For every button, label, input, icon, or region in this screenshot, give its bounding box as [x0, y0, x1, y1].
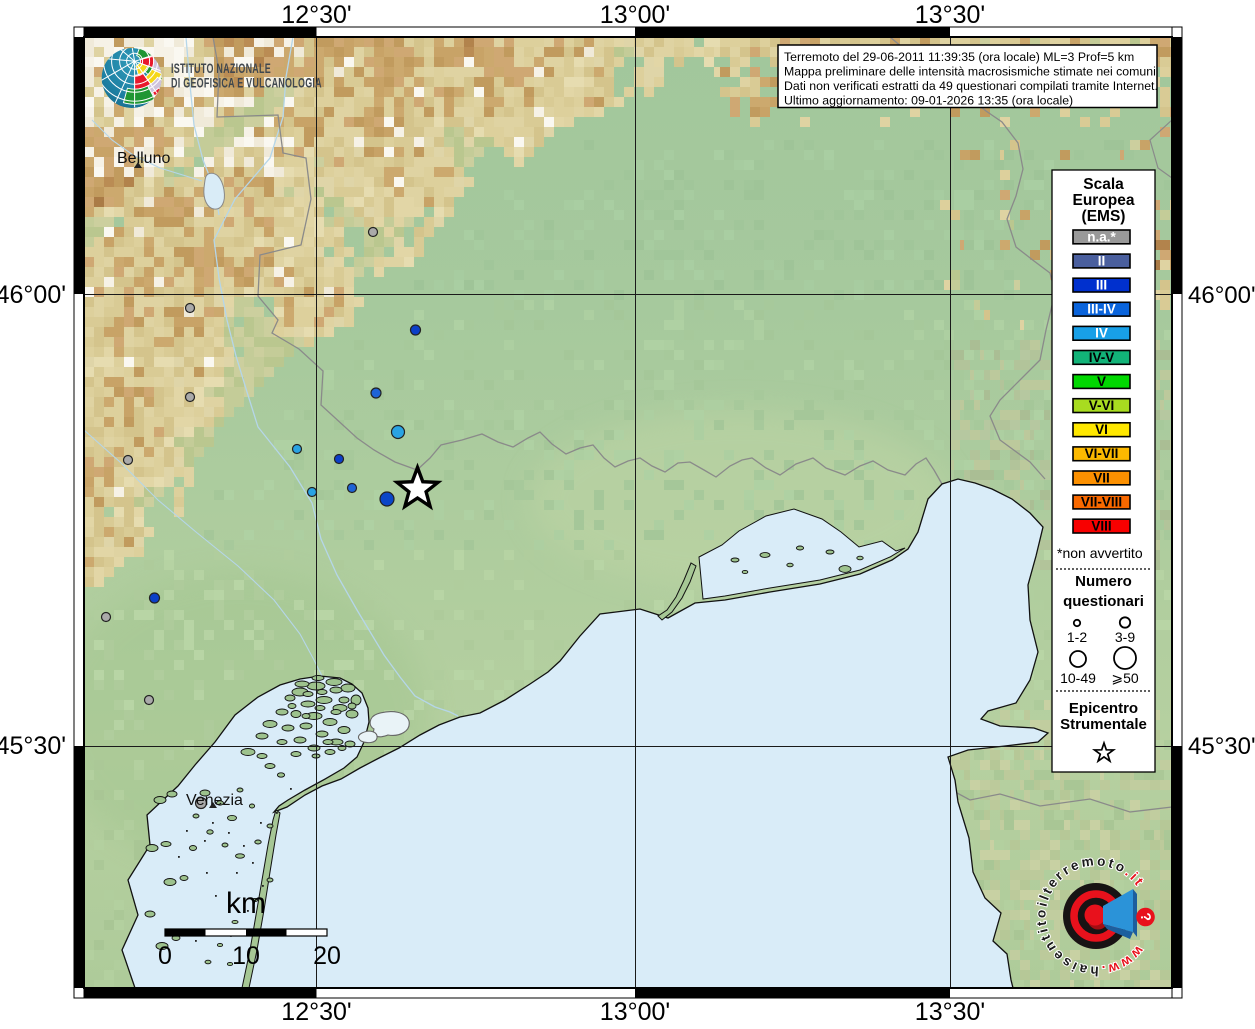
- svg-text:Numero: Numero: [1075, 573, 1132, 590]
- svg-text:⩾50: ⩾50: [1111, 670, 1139, 686]
- svg-text:45°30': 45°30': [1188, 733, 1255, 760]
- svg-text:II: II: [1098, 253, 1106, 268]
- svg-text:IV: IV: [1095, 326, 1108, 341]
- svg-text:46°00': 46°00': [1188, 282, 1255, 309]
- svg-text:12°30': 12°30': [281, 1, 351, 29]
- svg-text:10: 10: [232, 942, 260, 970]
- svg-text:13°00': 13°00': [600, 998, 670, 1024]
- svg-text:km: km: [226, 887, 266, 920]
- svg-text:Belluno: Belluno: [117, 150, 170, 167]
- svg-text:VI: VI: [1095, 422, 1108, 437]
- svg-text:Venezia: Venezia: [186, 792, 243, 809]
- svg-text:?: ?: [1137, 911, 1154, 922]
- svg-text:46°00': 46°00': [0, 281, 66, 309]
- svg-text:VII: VII: [1093, 470, 1110, 485]
- svg-text:III-IV: III-IV: [1087, 302, 1116, 317]
- svg-text:DI GEOFISICA E VULCANOLOGIA: DI GEOFISICA E VULCANOLOGIA: [171, 76, 322, 91]
- svg-text:10-49: 10-49: [1060, 670, 1096, 686]
- svg-text:III: III: [1096, 278, 1107, 293]
- svg-text:12°30': 12°30': [281, 998, 351, 1024]
- svg-text:(EMS): (EMS): [1082, 208, 1126, 225]
- svg-text:V: V: [1097, 374, 1106, 389]
- svg-text:VI-VII: VI-VII: [1085, 446, 1119, 461]
- svg-text:n.a.*: n.a.*: [1087, 229, 1116, 244]
- svg-text:Ultimo aggiornamento: 09-01-20: Ultimo aggiornamento: 09-01-2026 13:35 (…: [784, 94, 1073, 108]
- svg-text:*non avvertito: *non avvertito: [1057, 545, 1143, 561]
- svg-text:questionari: questionari: [1063, 593, 1144, 610]
- svg-text:ISTITUTO NAZIONALE: ISTITUTO NAZIONALE: [171, 61, 271, 76]
- svg-text:VIII: VIII: [1091, 519, 1111, 534]
- svg-text:Terremoto del 29-06-2011 11:39: Terremoto del 29-06-2011 11:39:35 (ora l…: [784, 50, 1134, 64]
- svg-text:13°30': 13°30': [915, 1, 985, 29]
- svg-text:Epicentro: Epicentro: [1069, 700, 1138, 717]
- svg-text:Europea: Europea: [1072, 192, 1134, 209]
- svg-text:3-9: 3-9: [1115, 629, 1135, 645]
- svg-text:13°30': 13°30': [915, 998, 985, 1024]
- svg-text:IV-V: IV-V: [1089, 350, 1115, 365]
- svg-text:1-2: 1-2: [1067, 629, 1087, 645]
- svg-text:0: 0: [158, 942, 172, 970]
- svg-text:Mappa preliminare delle intens: Mappa preliminare delle intensità macros…: [784, 65, 1156, 79]
- svg-text:20: 20: [313, 942, 341, 970]
- svg-text:VII-VIII: VII-VIII: [1081, 494, 1122, 509]
- svg-text:Strumentale: Strumentale: [1060, 716, 1147, 733]
- svg-text:Scala: Scala: [1083, 176, 1124, 193]
- svg-text:13°00': 13°00': [600, 1, 670, 29]
- svg-text:V-VI: V-VI: [1089, 398, 1115, 413]
- svg-text:Dati non verificati estratti d: Dati non verificati estratti da 49 quest…: [784, 79, 1158, 93]
- svg-text:45°30': 45°30': [0, 732, 66, 760]
